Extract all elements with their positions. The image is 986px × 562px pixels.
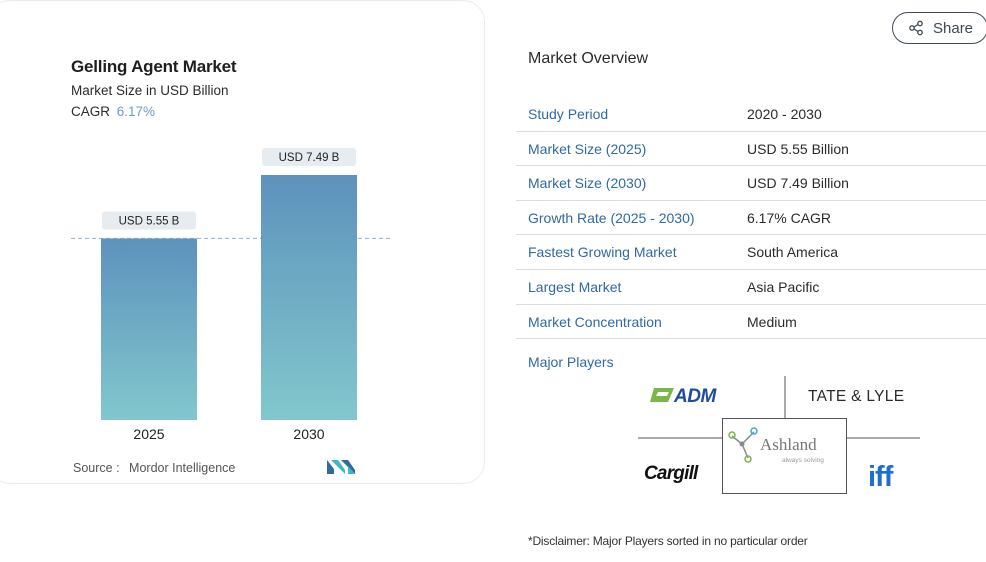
row-key: Market Size (2030)	[528, 175, 647, 192]
overview-row-growth-rate: Growth Rate (2025 - 2030) 6.17% CAGR	[516, 201, 986, 236]
overview-row-fastest-growing: Fastest Growing Market South America	[516, 235, 986, 270]
overview-row-market-size-2030: Market Size (2030) USD 7.49 Billion	[516, 166, 986, 201]
adm-logo-text: ADM	[673, 386, 717, 407]
tate-lyle-logo: TATE & LYLE	[808, 388, 904, 405]
iff-logo: iff	[868, 461, 895, 490]
market-card: USD 5.55 B 2025 USD 7.49 B 2030 Gelling Age…	[0, 0, 485, 484]
row-value: Medium	[747, 313, 797, 330]
adm-logo: ADM	[650, 386, 718, 407]
market-overview-title: Market Overview	[528, 50, 649, 67]
row-value: Asia Pacific	[747, 278, 820, 295]
overview-row-market-size-2025: Market Size (2025) USD 5.55 Billion	[516, 132, 986, 167]
mordor-intelligence-logo	[327, 460, 355, 474]
row-value: 6.17% CAGR	[747, 209, 832, 226]
row-value: USD 5.55 Billion	[747, 140, 849, 157]
ashland-molecule-icon	[728, 427, 758, 463]
share-icon	[909, 20, 923, 36]
chart-subtitle: Market Size in USD Billion	[71, 83, 229, 98]
players-grid-lines	[638, 376, 920, 494]
overview-row-study-period: Study Period 2020 - 2030	[516, 97, 986, 132]
major-players-title: Major Players	[528, 354, 614, 370]
major-players-grid: ADM TATE & LYLE Cargill Ashland always s…	[638, 376, 920, 494]
data-label-2030: USD 7.49 B	[279, 152, 340, 164]
share-label: Share	[933, 19, 974, 37]
market-size-chart: USD 5.55 B 2025 USD 7.49 B 2030	[71, 148, 391, 442]
bar-2025	[101, 238, 197, 420]
row-key: Largest Market	[528, 278, 622, 295]
row-value: USD 7.49 Billion	[747, 175, 849, 192]
row-value: South America	[747, 244, 839, 261]
iff-logo-text: iff	[868, 461, 894, 490]
chart-title: Gelling Agent Market	[71, 57, 237, 76]
row-key: Market Concentration	[528, 313, 662, 330]
source-value: Mordor Intelligence	[129, 461, 236, 475]
cagr-value: 6.17%	[116, 104, 156, 119]
row-value: 2020 - 2030	[747, 106, 822, 122]
share-button[interactable]: Share	[892, 12, 986, 44]
cagr-label: CAGR	[71, 104, 111, 119]
disclaimer-text: *Disclaimer: Major Players sorted in no …	[528, 534, 808, 548]
chart-source: Source : Mordor Intelligence	[73, 461, 235, 475]
bar-2030	[261, 175, 357, 420]
market-overview-table: Study Period 2020 - 2030 Market Size (20…	[516, 97, 986, 340]
tate-lyle-logo-text: TATE & LYLE	[808, 388, 904, 405]
source-label: Source :	[73, 461, 120, 475]
data-label-bg	[262, 148, 356, 166]
cargill-logo-text: Cargill	[644, 463, 699, 484]
data-label-2025: USD 5.55 B	[119, 215, 180, 227]
x-tick-label: 2030	[293, 426, 324, 442]
row-key: Growth Rate (2025 - 2030)	[528, 209, 695, 226]
cargill-logo: Cargill	[644, 463, 700, 484]
x-tick-label: 2025	[133, 426, 164, 442]
chart-cagr: CAGR 6.17%	[71, 104, 155, 119]
row-key: Study Period	[528, 106, 609, 122]
ashland-tagline: always solving	[782, 457, 824, 464]
overview-row-concentration: Market Concentration Medium	[516, 305, 986, 340]
overview-row-largest-market: Largest Market Asia Pacific	[516, 270, 986, 305]
data-label-bg	[102, 211, 196, 230]
ashland-logo: Ashland always solving	[728, 427, 824, 464]
row-key: Market Size (2025)	[528, 140, 647, 157]
row-key: Fastest Growing Market	[528, 244, 677, 261]
ashland-logo-text: Ashland	[760, 435, 817, 454]
